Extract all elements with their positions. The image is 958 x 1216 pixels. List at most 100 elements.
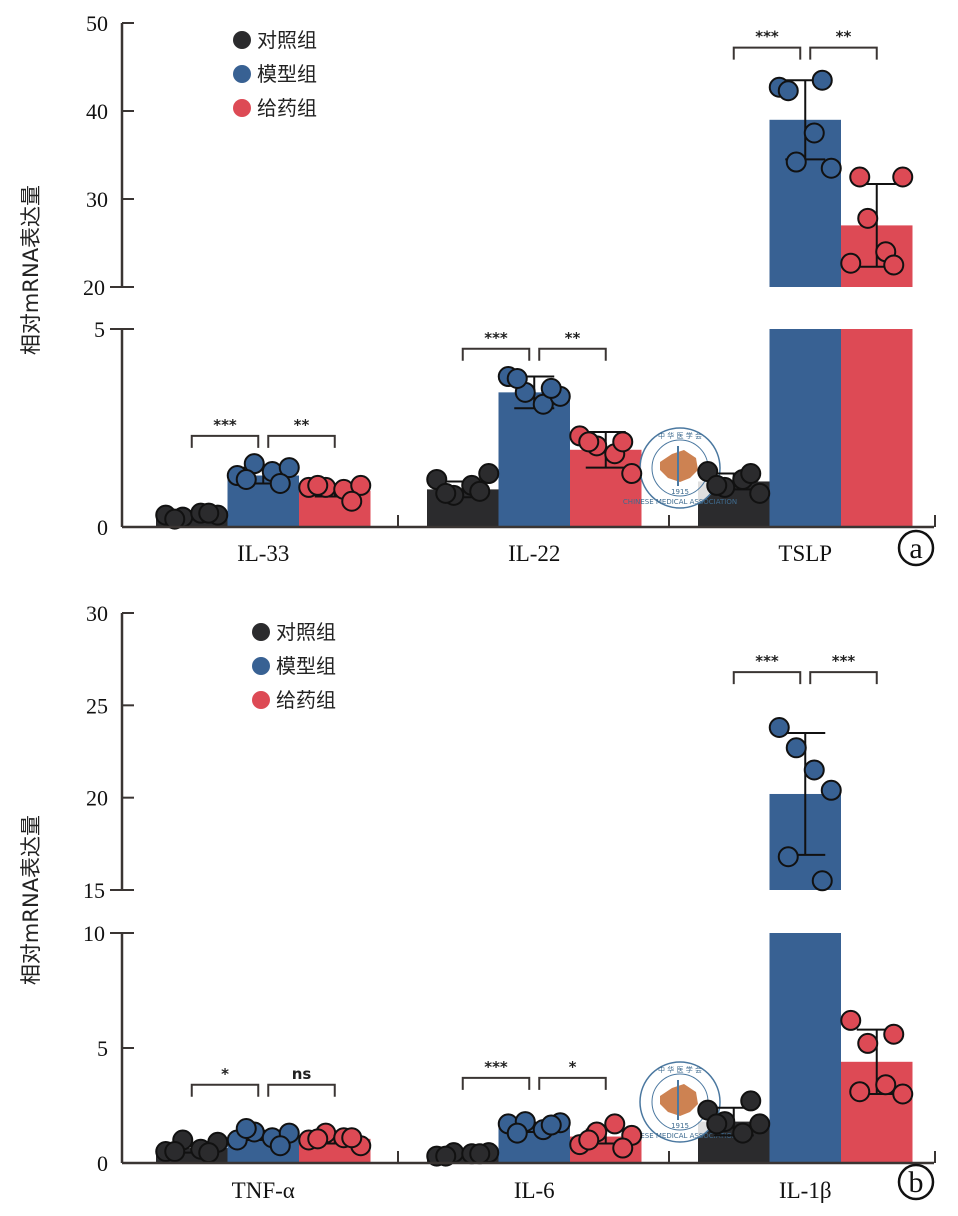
data-point-model [803,759,825,781]
data-point-model [785,737,807,759]
panel-label-letter: b [909,1166,924,1199]
significance-label: ** [836,28,852,46]
legend-item-treatment: 给药组 [233,96,317,120]
legend-marker [233,99,251,117]
watermark-year: 1915 [671,488,689,496]
significance-bracket: *** [461,329,531,361]
bracket-line [267,1083,336,1097]
x-tick-label: IL-22 [508,541,560,566]
y-tick-label: 50 [86,11,108,36]
panel-label-letter: a [909,532,922,565]
bracket-line [461,1076,531,1090]
x-axis: TNF-α IL-6 IL-1β [122,1151,936,1203]
bracket-line [190,434,260,448]
x-tick-label: IL-6 [514,1178,555,1203]
data-point-model [768,716,790,738]
significance-bracket: ns [267,1065,336,1097]
legend-item-treatment: 给药组 [252,688,336,712]
panel-label: b [897,1163,935,1201]
bracket-line [461,347,531,361]
bracket-line [267,434,336,448]
panel-b-chart: 中 华 医 学 会 1915 CHINESE MEDICAL ASSOCIATION… [19,601,936,1203]
data-point-treatment [840,1009,862,1031]
data-point-model [506,1122,528,1144]
bar-model-TSLP-lower [769,329,841,527]
data-point-treatment [578,1129,600,1151]
panel-label-circle [897,1163,935,1201]
data-point-model [540,1114,562,1136]
significance-bracket: *** [461,1058,531,1090]
bracket-line [809,46,878,60]
significance-label: * [569,1058,577,1076]
data-point-model [235,468,257,490]
significance-label: ns [292,1065,312,1083]
data-point-treatment [892,1083,914,1105]
data-point-treatment [840,252,862,274]
significance-bracket: * [190,1065,260,1097]
data-point-control [435,1145,457,1167]
y-tick-label: 30 [86,187,108,212]
data-point-model [540,377,562,399]
data-point-model [235,1118,257,1139]
data-point-control [435,482,457,504]
bar-model-IL-22 [498,392,570,527]
significance-bracket: *** [190,416,260,448]
y-tick-label: 20 [83,275,105,300]
y-tick-label: 30 [86,601,108,626]
legend-marker [252,623,270,641]
data-point-model [777,80,799,102]
data-point-model [785,151,807,173]
significance-bracket: ** [267,416,336,448]
x-tick-label: TNF-α [232,1178,295,1203]
watermark-top-text: 中 华 医 学 会 [658,431,702,440]
data-point-control [164,508,186,530]
data-point-treatment [604,1113,626,1135]
data-point-treatment [307,1128,329,1150]
data-point-model [278,457,300,479]
panel-a-chart: 中 华 医 学 会 1915 CHINESE MEDICAL ASSOCIATION… [19,11,936,567]
significance-bracket: * [538,1058,607,1090]
legend-label: 给药组 [276,688,336,712]
data-point-treatment [857,207,879,229]
y-tick-label: 20 [86,786,108,811]
y-tick-label: 0 [97,1151,108,1176]
y-tick-label: 0 [97,515,108,540]
legend-label: 给药组 [257,96,317,120]
data-point-model [269,1135,291,1157]
bar-model-IL-1β-lower [769,933,841,1163]
significance-bracket: *** [732,28,802,60]
data-point-treatment [307,474,329,496]
legend-marker [233,65,251,83]
bracket-line [538,347,607,361]
chinese-medical-association-watermark: 中 华 医 学 会 1915 CHINESE MEDICAL ASSOCIATION [623,1061,737,1143]
data-point-model [803,122,825,144]
data-point-control [740,463,762,485]
significance-bracket: ** [538,329,607,361]
legend-label: 模型组 [276,654,336,678]
data-point-treatment [341,1127,363,1149]
significance-bracket: *** [732,652,802,685]
data-point-control [469,1143,491,1165]
significance-bracket: *** [809,652,878,685]
significance-label: *** [755,28,779,46]
y-tick-label: 40 [86,99,108,124]
legend-item-model: 模型组 [252,654,336,678]
data-point-control [469,480,491,502]
watermark-bottom-text: CHINESE MEDICAL ASSOCIATION [623,498,737,506]
legend-marker [252,657,270,675]
significance-label: *** [213,416,237,434]
bracket-line [190,1083,260,1097]
y-axis: 0 5 20 30 40 50 [83,11,134,540]
bracket-line [732,671,802,685]
data-point-treatment [578,431,600,453]
y-tick-label: 5 [97,1036,108,1061]
data-point-treatment [612,431,634,453]
y-axis: 0 5 10 15 20 25 30 [83,601,134,1176]
significance-label: *** [832,652,856,670]
legend-marker [252,691,270,709]
panel-label: a [897,529,935,567]
significance-label: * [221,1065,229,1083]
